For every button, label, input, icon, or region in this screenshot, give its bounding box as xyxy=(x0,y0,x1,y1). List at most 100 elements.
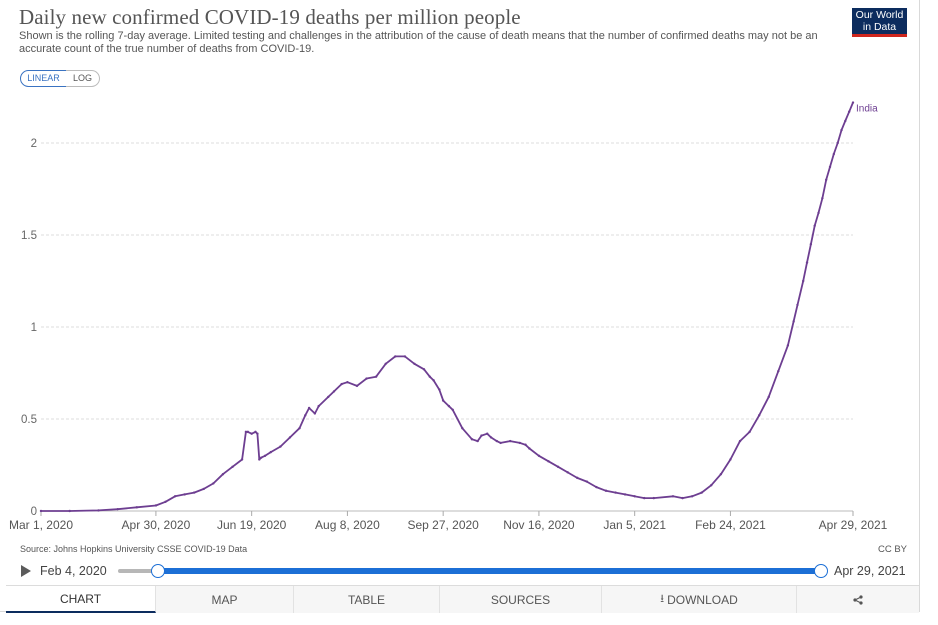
data-point[interactable] xyxy=(476,439,479,443)
data-point[interactable] xyxy=(690,495,694,498)
data-point[interactable] xyxy=(240,458,244,461)
data-point[interactable] xyxy=(524,443,527,446)
data-point[interactable] xyxy=(258,458,261,461)
data-point[interactable] xyxy=(844,119,847,123)
data-point[interactable] xyxy=(710,484,713,487)
data-point[interactable] xyxy=(97,509,100,512)
data-point[interactable] xyxy=(757,414,761,417)
data-point[interactable] xyxy=(643,496,646,500)
share-button[interactable] xyxy=(797,586,919,613)
data-point[interactable] xyxy=(828,165,832,169)
tab-map[interactable]: MAP xyxy=(156,586,294,613)
data-point[interactable] xyxy=(729,458,732,461)
data-point[interactable] xyxy=(767,395,770,399)
data-point[interactable] xyxy=(394,355,397,358)
data-point[interactable] xyxy=(556,465,560,469)
data-point[interactable] xyxy=(824,178,828,181)
data-point[interactable] xyxy=(786,344,790,347)
data-point[interactable] xyxy=(164,500,167,503)
data-point[interactable] xyxy=(623,493,627,496)
data-point[interactable] xyxy=(355,384,359,388)
data-point[interactable] xyxy=(304,414,307,417)
data-point[interactable] xyxy=(537,454,541,457)
data-point[interactable] xyxy=(671,495,675,498)
timeline-track[interactable] xyxy=(118,569,158,573)
data-point[interactable] xyxy=(470,438,474,441)
tab-download[interactable]: ⭳ DOWNLOAD xyxy=(602,586,797,613)
data-point[interactable] xyxy=(576,476,579,480)
data-point[interactable] xyxy=(836,141,839,145)
series-line-india[interactable] xyxy=(41,102,854,512)
data-point[interactable] xyxy=(413,362,416,365)
data-point[interactable] xyxy=(480,434,483,437)
data-point[interactable] xyxy=(528,447,531,450)
data-point[interactable] xyxy=(298,427,301,430)
data-point[interactable] xyxy=(508,439,512,443)
data-point[interactable] xyxy=(809,243,813,246)
data-point[interactable] xyxy=(244,430,248,434)
data-point[interactable] xyxy=(748,430,751,434)
data-point[interactable] xyxy=(173,495,177,498)
data-point[interactable] xyxy=(384,362,387,365)
data-point[interactable] xyxy=(796,303,799,307)
data-point[interactable] xyxy=(154,504,158,507)
data-point[interactable] xyxy=(777,369,780,373)
data-point[interactable] xyxy=(486,432,489,435)
log-scale-button[interactable]: LOG xyxy=(66,70,100,87)
data-point[interactable] xyxy=(193,491,196,494)
data-point[interactable] xyxy=(202,487,205,491)
data-point[interactable] xyxy=(313,412,317,415)
data-point[interactable] xyxy=(652,496,656,500)
data-point[interactable] xyxy=(340,382,343,386)
data-point[interactable] xyxy=(518,441,521,445)
data-point[interactable] xyxy=(317,404,320,408)
data-point[interactable] xyxy=(250,432,253,435)
data-point[interactable] xyxy=(260,456,263,459)
data-point[interactable] xyxy=(821,197,824,200)
data-point[interactable] xyxy=(332,390,336,393)
data-point[interactable] xyxy=(847,110,851,113)
data-point[interactable] xyxy=(451,408,454,411)
data-point[interactable] xyxy=(499,441,502,445)
data-point[interactable] xyxy=(221,473,225,476)
data-point[interactable] xyxy=(447,404,451,408)
data-point[interactable] xyxy=(422,368,426,371)
data-point[interactable] xyxy=(461,427,464,430)
data-point[interactable] xyxy=(566,471,569,474)
data-point[interactable] xyxy=(288,436,292,439)
series-label-india[interactable]: India xyxy=(856,104,878,115)
data-point[interactable] xyxy=(851,101,855,104)
data-point[interactable] xyxy=(813,224,816,227)
tab-sources[interactable]: SOURCES xyxy=(440,586,602,613)
data-point[interactable] xyxy=(403,355,407,358)
play-icon[interactable] xyxy=(21,565,31,577)
data-point[interactable] xyxy=(116,507,119,511)
data-point[interactable] xyxy=(428,375,431,378)
timeline-end-handle[interactable] xyxy=(814,564,828,578)
data-point[interactable] xyxy=(802,279,805,283)
data-point[interactable] xyxy=(183,493,186,496)
data-point[interactable] xyxy=(817,211,820,215)
data-point[interactable] xyxy=(681,496,684,500)
owid-logo[interactable]: Our World in Data xyxy=(852,8,907,37)
data-point[interactable] xyxy=(135,506,138,509)
data-point[interactable] xyxy=(39,509,43,513)
data-point[interactable] xyxy=(212,482,215,485)
data-point[interactable] xyxy=(307,406,311,410)
tab-table[interactable]: TABLE xyxy=(294,586,440,613)
data-point[interactable] xyxy=(547,460,550,463)
data-point[interactable] xyxy=(263,454,267,457)
data-point[interactable] xyxy=(231,465,234,469)
license-link[interactable]: CC BY xyxy=(877,544,907,555)
data-point[interactable] xyxy=(346,381,349,384)
timeline-selected-range[interactable] xyxy=(158,568,821,574)
data-point[interactable] xyxy=(832,152,836,156)
data-point[interactable] xyxy=(489,436,493,439)
data-point[interactable] xyxy=(585,480,589,483)
data-point[interactable] xyxy=(246,430,250,434)
data-point[interactable] xyxy=(279,445,282,448)
data-point[interactable] xyxy=(68,509,71,513)
data-point[interactable] xyxy=(495,439,498,443)
data-point[interactable] xyxy=(432,379,435,382)
data-point[interactable] xyxy=(327,395,330,399)
